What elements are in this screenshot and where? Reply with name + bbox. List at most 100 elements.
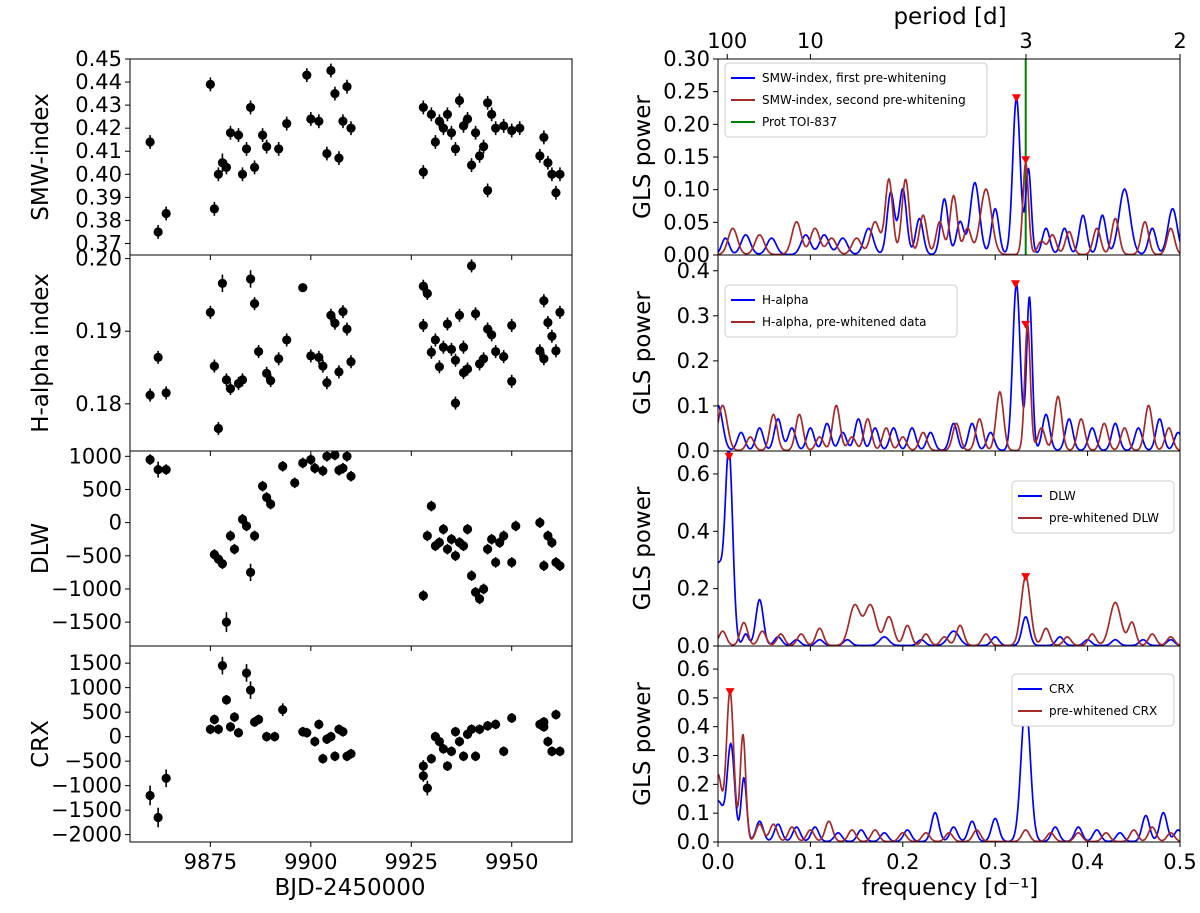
legend-label: pre-whitened CRX: [1049, 704, 1157, 718]
data-point: [161, 773, 171, 783]
y-tick-label: 500: [82, 700, 122, 724]
data-point: [551, 710, 561, 720]
x-tick-label: 9900: [284, 850, 337, 874]
data-point: [442, 761, 453, 771]
data-point: [466, 261, 477, 271]
data-point: [479, 354, 489, 364]
plot-area: [718, 280, 1180, 451]
data-point: [346, 123, 356, 133]
y-axis-label: SMW-index: [28, 93, 54, 220]
y-tick-label: 0.19: [75, 319, 122, 343]
data-point: [318, 361, 328, 371]
plot-area: [145, 451, 565, 633]
y-tick-label: −1000: [51, 774, 122, 798]
data-point: [483, 185, 493, 196]
x-tick-label: 9950: [485, 850, 538, 874]
top-tick-label: 100: [707, 29, 747, 53]
data-point: [466, 724, 477, 734]
data-point: [495, 537, 505, 548]
data-point: [426, 109, 436, 119]
y-tick-label: 0.6: [677, 462, 710, 486]
data-point: [539, 296, 549, 306]
legend-box: [724, 284, 958, 338]
data-point: [310, 463, 320, 473]
data-point: [225, 722, 236, 732]
data-point: [470, 751, 481, 761]
data-point: [270, 732, 280, 742]
data-point: [430, 335, 440, 345]
y-tick-label: 0.4: [677, 715, 710, 739]
y-axis-label: GLS power: [630, 682, 656, 806]
data-point: [338, 307, 348, 317]
data-point: [237, 169, 248, 179]
data-point: [221, 695, 232, 705]
y-tick-label: 0.00: [663, 243, 710, 267]
data-point: [551, 346, 561, 356]
y-tick-label: 0.1: [677, 394, 710, 418]
data-point: [418, 590, 428, 601]
data-point: [491, 557, 501, 568]
data-point: [225, 383, 236, 394]
legend-box: [724, 62, 988, 138]
data-point: [458, 342, 469, 352]
data-point: [249, 299, 260, 309]
y-tick-label: 0.38: [75, 208, 122, 232]
data-point: [450, 551, 461, 561]
data-point: [555, 307, 565, 317]
y-tick-label: 0.30: [663, 47, 710, 71]
data-point: [539, 722, 549, 732]
plot-area: [145, 63, 565, 239]
data-point: [535, 518, 545, 528]
data-point: [225, 531, 236, 541]
data-point: [535, 151, 545, 161]
peak-marker: [1011, 280, 1021, 289]
y-tick-label: −500: [64, 749, 122, 773]
data-point: [499, 352, 509, 362]
data-point: [338, 116, 348, 126]
dlw_gls-panel: 0.0 0.2 0.4 0.6 GLS power DLW pre-whitened DLW: [630, 450, 1181, 658]
data-point: [454, 95, 465, 106]
data-point: [262, 732, 272, 742]
data-point: [511, 521, 521, 531]
data-point: [487, 330, 497, 340]
y-tick-label: 0.43: [75, 93, 122, 117]
data-point: [306, 351, 316, 361]
data-point: [334, 153, 344, 163]
data-point: [458, 751, 469, 761]
data-point: [209, 361, 219, 371]
data-point: [462, 524, 473, 534]
data-point: [241, 521, 252, 531]
legend-label: SMW-index, second pre-whitening: [762, 93, 966, 107]
data-point: [547, 169, 557, 179]
dlw_ts-panel: −1500 −1000 −500 0 500 1000 DLW: [28, 444, 573, 651]
data-point: [302, 70, 312, 80]
data-point: [213, 423, 223, 434]
data-point: [499, 531, 509, 541]
data-point: [458, 121, 469, 131]
top-period-axis: 100 10 3 2: [707, 29, 1187, 59]
data-point: [145, 390, 155, 400]
data-point: [302, 728, 312, 738]
data-point: [426, 501, 436, 511]
data-point: [241, 144, 252, 154]
y-tick-label: 0.2: [677, 577, 710, 601]
data-point: [491, 123, 501, 133]
data-point: [474, 724, 485, 734]
data-point: [205, 307, 215, 317]
y-axis-label: GLS power: [630, 95, 656, 219]
data-point: [209, 714, 219, 725]
data-point: [274, 354, 284, 364]
data-point: [229, 712, 240, 722]
data-point: [499, 746, 509, 756]
data-point: [450, 398, 461, 408]
data-point: [507, 320, 517, 331]
data-point: [507, 713, 517, 723]
y-axis-label: DLW: [28, 523, 54, 574]
data-point: [547, 331, 557, 341]
data-point: [298, 458, 308, 468]
data-point: [145, 455, 155, 465]
data-point: [330, 751, 340, 761]
data-point: [145, 790, 155, 801]
data-point: [221, 617, 232, 627]
